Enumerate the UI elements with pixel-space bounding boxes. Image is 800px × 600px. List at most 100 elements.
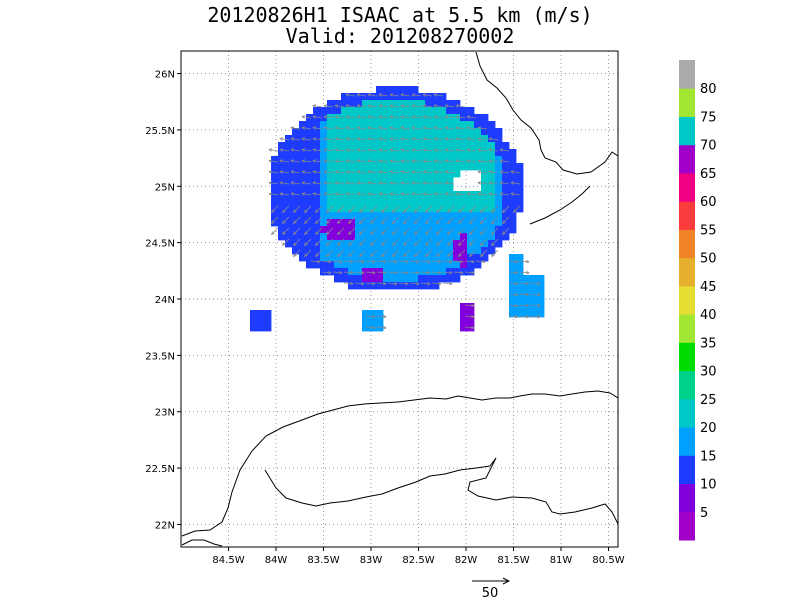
wind-arrow <box>447 205 455 213</box>
wind-cell <box>327 135 335 143</box>
wind-arrow-head <box>444 159 449 163</box>
wind-arrow <box>293 205 301 213</box>
wind-cell <box>411 177 419 185</box>
wind-arrow-head <box>447 231 451 235</box>
wind-cell <box>453 268 461 276</box>
wind-cell <box>306 163 314 171</box>
wind-cell <box>502 149 510 157</box>
wind-cell <box>502 226 510 234</box>
wind-cell <box>502 163 510 171</box>
wind-cell <box>341 247 349 255</box>
wind-arrow-head <box>381 231 385 235</box>
wind-cell <box>397 198 405 206</box>
wind-cell <box>292 156 300 164</box>
wind-arrow-head <box>458 209 462 213</box>
wind-arrow <box>291 149 301 152</box>
wind-arrow <box>447 238 455 246</box>
wind-arrow <box>478 171 488 174</box>
wind-cell <box>418 163 426 171</box>
wind-cell <box>474 191 482 199</box>
wind-cell <box>397 128 405 136</box>
wind-cell <box>292 135 300 143</box>
wind-cell <box>488 177 496 185</box>
wind-arrow <box>423 105 433 108</box>
wind-cell <box>341 275 349 283</box>
wind-cell <box>341 240 349 248</box>
wind-cell <box>355 247 363 255</box>
wind-arrow-head <box>339 259 343 264</box>
wind-arrow-head <box>394 259 398 264</box>
wind-cell <box>327 233 335 241</box>
wind-cell <box>376 240 384 248</box>
wind-arrow <box>423 116 433 119</box>
wind-cell <box>341 121 349 129</box>
wind-cell <box>348 93 356 101</box>
colorbar-swatch <box>679 314 695 343</box>
wind-cell <box>488 205 496 213</box>
wind-arrow-head <box>312 159 317 163</box>
wind-cell <box>411 205 419 213</box>
wind-cell <box>376 198 384 206</box>
wind-cell <box>509 254 517 262</box>
map-subtitle: Valid: 201208270002 <box>285 24 515 48</box>
map-title: 20120826H1 ISAAC at 5.5 km (m/s) <box>207 3 593 27</box>
colorbar-label: 40 <box>700 308 717 323</box>
wind-cell <box>432 121 440 129</box>
wind-cell <box>355 142 363 150</box>
wind-cell <box>334 275 342 283</box>
wind-cell <box>292 212 300 220</box>
wind-cell <box>404 282 412 290</box>
wind-cell <box>474 233 482 241</box>
wind-cell <box>264 317 272 325</box>
wind-arrow-head <box>282 209 286 213</box>
wind-arrow-head <box>425 209 429 213</box>
wind-cell <box>327 177 335 185</box>
wind-cell <box>418 275 426 283</box>
wind-arrow-head <box>372 325 376 330</box>
wind-arrow-head <box>268 181 273 185</box>
wind-cell <box>432 247 440 255</box>
wind-arrow-head <box>293 220 297 224</box>
wind-arrow <box>502 205 510 213</box>
wind-arrow <box>530 293 540 296</box>
wind-arrow <box>458 238 466 246</box>
wind-arrow-head <box>356 137 361 141</box>
wind-cell <box>250 310 258 318</box>
wind-cell <box>495 205 503 213</box>
wind-cell <box>369 100 377 108</box>
wind-cell <box>488 191 496 199</box>
wind-cell <box>313 198 321 206</box>
wind-arrow <box>324 116 334 119</box>
wind-cell <box>502 212 510 220</box>
wind-arrow <box>480 227 488 235</box>
wind-cell <box>460 240 468 248</box>
wind-cell <box>467 247 475 255</box>
wind-cell <box>446 100 454 108</box>
wind-cell <box>327 268 335 276</box>
wind-arrow <box>368 94 378 97</box>
wind-arrow <box>359 249 367 257</box>
wind-arrow-head <box>315 242 319 246</box>
wind-cell <box>439 121 447 129</box>
wind-cell <box>509 170 517 178</box>
wind-arrow-head <box>458 220 462 224</box>
wind-arrow <box>376 326 386 329</box>
wind-arrow <box>337 249 345 257</box>
wind-cell <box>467 310 475 318</box>
wind-arrow-head <box>323 159 328 163</box>
wind-arrow-head <box>350 259 354 264</box>
wind-arrow-head <box>337 231 341 235</box>
colorbar-label: 15 <box>700 449 717 464</box>
wind-arrow <box>412 171 422 174</box>
wind-arrow <box>324 138 334 141</box>
wind-cell <box>397 219 405 227</box>
wind-arrow <box>357 127 367 130</box>
wind-arrow <box>401 116 411 119</box>
wind-arrow-head <box>367 148 372 152</box>
wind-arrow-head <box>425 231 429 235</box>
wind-cell <box>341 163 349 171</box>
wind-arrow <box>401 160 411 163</box>
wind-cell <box>453 128 461 136</box>
wind-cell <box>397 156 405 164</box>
wind-cell <box>404 261 412 269</box>
